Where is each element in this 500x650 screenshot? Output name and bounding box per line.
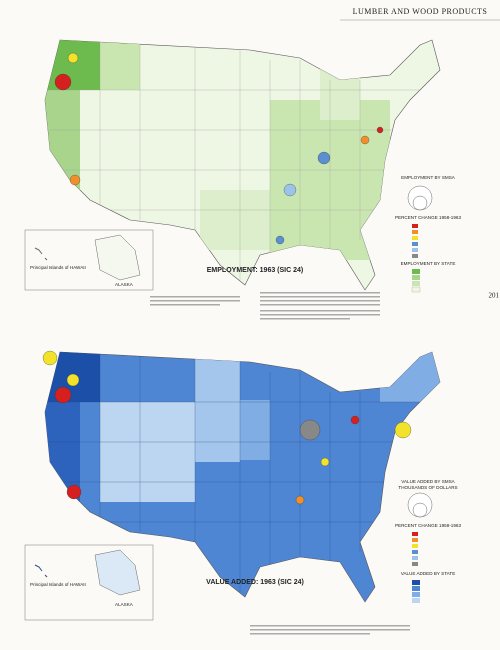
map-shape xyxy=(54,73,72,91)
alaska-shape xyxy=(94,549,141,596)
employment-map: EMPLOYMENT: 1963 (SIC 24) Principal Isla… xyxy=(24,39,461,293)
map-shape xyxy=(320,457,330,467)
inset-frame xyxy=(24,229,154,291)
legend-subtitle: THOUSANDS OF DOLLARS xyxy=(398,485,457,490)
footnote-text xyxy=(250,625,410,635)
map-shape xyxy=(412,592,420,597)
map-shape xyxy=(150,296,240,298)
state-midwest xyxy=(240,400,270,460)
map-shape xyxy=(412,275,420,280)
map-shape xyxy=(412,242,418,246)
map-shape xyxy=(299,419,321,441)
legend-title: EMPLOYMENT BY STATE xyxy=(401,261,456,266)
map-shape xyxy=(150,304,220,306)
map-shape xyxy=(376,126,384,134)
map-shape xyxy=(412,538,418,542)
map-shape xyxy=(54,386,72,404)
state-swatches xyxy=(411,269,421,293)
map-shape xyxy=(42,350,58,366)
map-shape xyxy=(66,484,82,500)
inset-label: ALASKA xyxy=(115,282,134,287)
alaska-shape xyxy=(94,234,141,281)
map-shape xyxy=(394,421,412,439)
map-shape xyxy=(412,556,418,560)
legend-circle xyxy=(412,502,428,518)
map-shape xyxy=(317,151,331,165)
legend-title: PERCENT CHANGE 1958-1963 xyxy=(395,523,461,528)
map-shape xyxy=(66,373,80,387)
legend-title: PERCENT CHANGE 1958-1963 xyxy=(395,215,461,220)
state-swatches xyxy=(412,580,420,603)
map-shape xyxy=(260,300,380,302)
map-shape xyxy=(150,300,240,302)
inset-label: Principal Islands of HAWAII xyxy=(30,265,86,270)
inset-label: ALASKA xyxy=(115,602,134,607)
map-shape xyxy=(412,562,418,566)
map-shape xyxy=(412,269,420,274)
smsa-symbols xyxy=(54,52,384,245)
map-shape xyxy=(260,292,380,294)
map-shape xyxy=(412,236,418,240)
state-texas-east xyxy=(200,190,270,250)
map-shape xyxy=(412,248,418,252)
state-mountain xyxy=(100,402,195,502)
map-shape xyxy=(295,495,305,505)
page-number: 201 xyxy=(489,292,500,300)
map-shape xyxy=(411,286,421,293)
map-shape xyxy=(260,318,350,320)
map-shape xyxy=(412,224,418,228)
map-shape xyxy=(283,183,297,197)
map-shape xyxy=(412,550,418,554)
map-shape xyxy=(412,580,420,585)
change-swatches xyxy=(412,224,418,258)
state-borders xyxy=(45,40,440,280)
map-shape xyxy=(260,310,380,312)
map-shape xyxy=(250,625,410,627)
inset-label: Principal Islands of HAWAII xyxy=(30,582,86,587)
state-plains xyxy=(195,352,240,462)
legend-title: EMPLOYMENT BY SMSA xyxy=(401,175,456,180)
state-shading xyxy=(45,40,440,280)
map-shape xyxy=(45,40,440,280)
legend-circle xyxy=(412,195,428,211)
hawaii-shape xyxy=(34,247,48,261)
page-title: LUMBER AND WOOD PRODUCTS xyxy=(353,7,488,16)
change-swatches xyxy=(412,532,418,566)
map-shape xyxy=(260,314,380,316)
map-shape xyxy=(45,352,440,592)
smsa-symbols xyxy=(42,350,412,505)
map-shape xyxy=(250,629,410,631)
map-shape xyxy=(67,52,79,64)
map-shape xyxy=(412,532,418,536)
map-shape xyxy=(412,586,420,591)
map-shape xyxy=(275,235,285,245)
map-shape xyxy=(69,174,81,186)
hawaii-shape xyxy=(34,564,48,578)
map-title: VALUE ADDED: 1963 (SIC 24) xyxy=(206,579,304,586)
body-text xyxy=(150,292,380,320)
map-shape xyxy=(350,415,360,425)
state-borders xyxy=(45,352,440,592)
map-shape xyxy=(260,296,380,298)
legend: VALUE ADDED BY SMSA THOUSANDS OF DOLLARS… xyxy=(395,479,461,603)
state-idaho xyxy=(100,40,140,90)
map-shape xyxy=(412,598,420,603)
legend-title: VALUE ADDED BY SMSA xyxy=(401,479,455,484)
map-shape xyxy=(260,304,380,306)
map-title: EMPLOYMENT: 1963 (SIC 24) xyxy=(207,267,303,274)
map-shape xyxy=(412,281,420,286)
map-shape xyxy=(360,135,370,145)
legend: EMPLOYMENT BY SMSA PERCENT CHANGE 1958-1… xyxy=(395,175,461,293)
map-shape xyxy=(412,254,418,258)
map-shape xyxy=(412,230,418,234)
map-shape xyxy=(412,544,418,548)
legend-title: VALUE ADDED BY STATE xyxy=(401,571,456,576)
map-shape xyxy=(250,633,370,635)
inset-frame xyxy=(24,544,154,621)
